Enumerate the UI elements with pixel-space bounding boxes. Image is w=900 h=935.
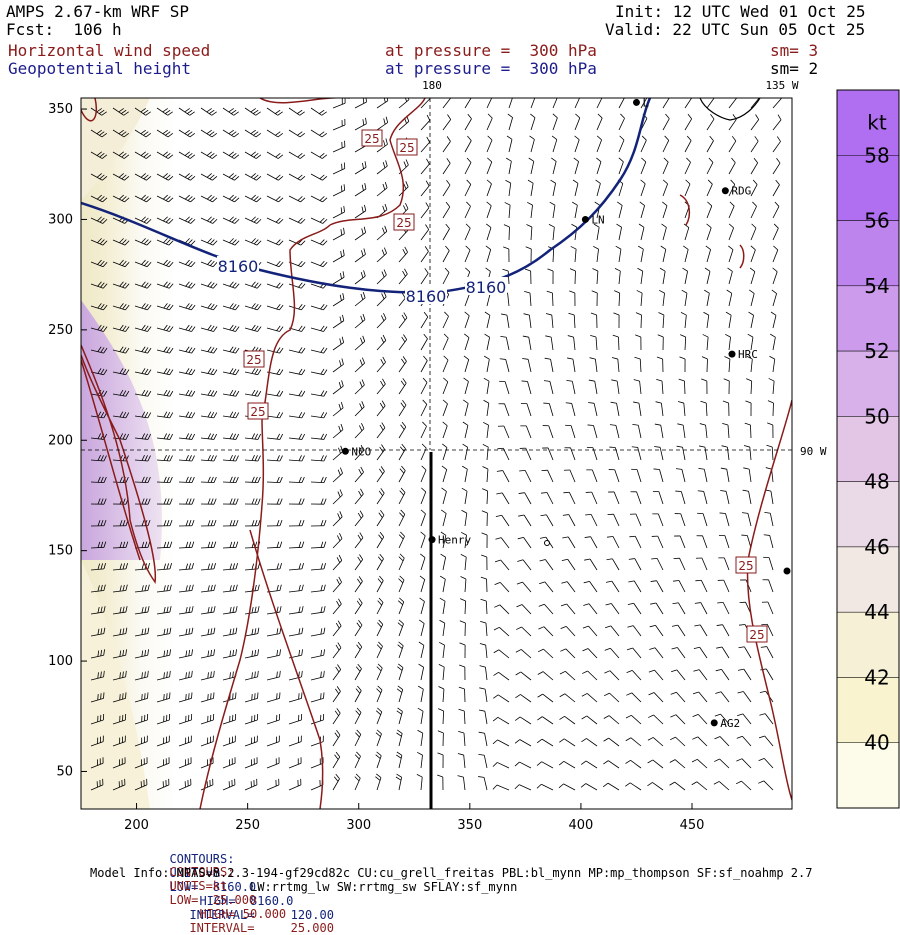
y-tick-label: 200 [48,433,73,448]
colorbar: kt 58 56 54 52 50 48 46 44 42 40 [837,90,899,808]
wind-speed-map: 25 25 25 25 25 25 25 8160 8160 8160 RDG LN HRC NCO He… [0,0,900,900]
svg-text:25: 25 [399,141,414,155]
svg-text:25: 25 [396,216,411,230]
height-contour-label: 8160 [465,277,507,297]
station-label: RDG [731,185,751,198]
wind-contour-label: 25 [394,214,414,230]
station-dot [784,568,791,575]
wind-contour-label: 25 [248,403,268,419]
height-contour-label: 8160 [217,256,259,276]
x-tick-label: 250 [235,818,260,833]
height-contour-label: 8160 [405,286,447,306]
station-dot [342,448,349,455]
colorbar-level: 42 [864,665,889,689]
c2-interval: INTERVAL= 25.000 [189,921,334,935]
colorbar-level: 56 [864,209,889,233]
station-label: AG2 [720,717,740,730]
station-dot [711,719,718,726]
colorbar-level: 46 [864,535,889,559]
y-tick-label: 100 [48,654,73,669]
svg-text:8160: 8160 [406,287,447,306]
y-tick-label: 250 [48,323,73,338]
x-tick-label: 400 [569,818,594,833]
svg-text:25: 25 [364,132,379,146]
svg-text:25: 25 [246,353,261,367]
svg-text:25: 25 [250,405,265,419]
station-dot [633,99,640,106]
model-info-2: LW:rrtmg_lw SW:rrtmg_sw SFLAY:sf_mynn [250,880,517,894]
colorbar-level: 50 [864,404,889,428]
station-dot [429,536,436,543]
colorbar-unit: kt [867,111,887,135]
station-dot [582,216,589,223]
grid-label: 90 W [800,445,827,458]
colorbar-level: 40 [864,731,889,755]
station-label: Henry [438,534,471,547]
x-tick-label: 200 [124,818,149,833]
station-label: HRC [738,348,758,361]
colorbar-level: 44 [864,600,889,624]
y-tick-label: 300 [48,212,73,227]
y-tick-label: 350 [48,102,73,117]
speed-shading [81,98,321,809]
wind-contour-label: 25 [747,626,767,642]
station-dot [722,187,729,194]
x-tick-label: 450 [680,818,705,833]
y-tick-label: 50 [56,764,73,779]
grid-label: 135 W [765,79,798,92]
station-dot [729,351,736,358]
grid-label: 180 [422,79,442,92]
x-tick-label: 300 [346,818,371,833]
c2-high: HIGH= 50.000 [199,907,286,921]
station-label: LN [591,213,604,226]
wind-contour-label: 25 [736,557,756,573]
c2-units: UNITS=kt [169,879,227,893]
station-label: NCO [351,445,371,458]
model-info: Model Info: MPASv8.2.3-194-gf29cd82c CU:… [90,866,812,880]
svg-text:8160: 8160 [218,257,259,276]
y-tick-label: 150 [48,544,73,559]
svg-text:25: 25 [749,628,764,642]
colorbar-level: 52 [864,339,889,363]
svg-text:25: 25 [738,559,753,573]
c2-low: LOW= 25.000 [169,893,256,907]
station-label: L [642,96,649,109]
colorbar-level: 48 [864,470,889,494]
wind-contour-label: 25 [397,139,417,155]
svg-text:8160: 8160 [466,278,507,297]
wind-contour-label: 25 [362,130,382,146]
colorbar-level: 54 [864,274,889,298]
x-tick-label: 350 [457,818,482,833]
colorbar-level: 58 [864,143,889,167]
wind-contour-label: 25 [244,351,264,367]
